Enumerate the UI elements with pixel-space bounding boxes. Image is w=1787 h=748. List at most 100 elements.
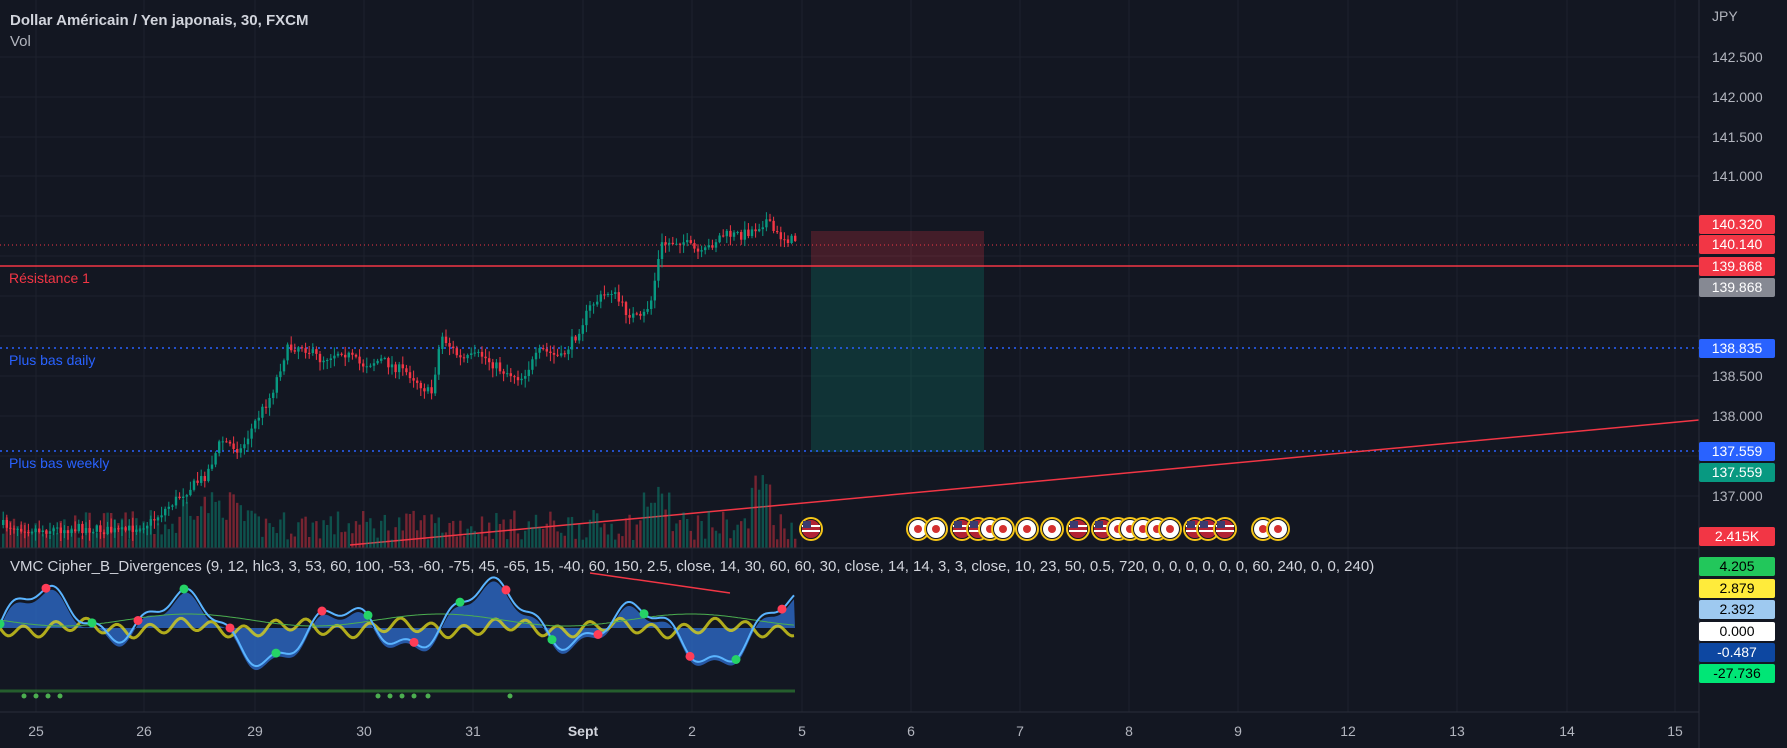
time-tick: 25: [28, 723, 44, 739]
divergence-line: [589, 572, 731, 594]
candle-body: [236, 448, 239, 453]
japan-flag-icon[interactable]: [991, 517, 1015, 541]
volume-bar: [243, 521, 246, 548]
volume-bar: [2, 533, 5, 548]
volume-bar: [758, 489, 761, 548]
flag-stripe: [1094, 530, 1112, 532]
volume-bar: [48, 535, 52, 548]
economic-events[interactable]: [799, 517, 1290, 541]
candle-body: [138, 529, 142, 531]
candle-body: [239, 448, 242, 453]
crosshair-price-badge[interactable]: 139.868: [1699, 278, 1775, 297]
candle-body: [736, 232, 739, 234]
candle-body: [506, 373, 509, 375]
oscillator-value-badge[interactable]: 2.392: [1699, 600, 1775, 619]
candle-body: [642, 311, 646, 316]
volume-bar: [617, 533, 620, 548]
weekly-low-price-badge[interactable]: 137.559: [1699, 442, 1775, 461]
volume-bar: [185, 501, 188, 548]
candle-body: [272, 392, 275, 399]
candle-body: [617, 292, 620, 302]
candle-body: [59, 527, 62, 534]
volume-bar: [509, 519, 512, 548]
japan-flag-icon[interactable]: [906, 517, 930, 541]
chart-legend[interactable]: Dollar Américain / Yen japonais, 30, FXC…: [10, 10, 308, 52]
candle-body: [678, 243, 682, 245]
trend-line[interactable]: [349, 419, 1700, 546]
volume-bar: [779, 514, 782, 548]
price-axis-currency[interactable]: JPY: [1712, 8, 1738, 24]
candle-body: [232, 443, 235, 449]
volume-bar: [250, 510, 253, 548]
candle-body: [365, 366, 368, 368]
japan-flag-icon[interactable]: [1015, 517, 1039, 541]
volume-bar: [354, 521, 358, 548]
candle-body: [214, 453, 217, 465]
volume-bar: [315, 521, 318, 548]
buy-signal-dot: [57, 693, 63, 699]
candle-body: [387, 358, 390, 368]
candle-body: [268, 398, 271, 408]
volume-bar: [210, 492, 214, 548]
volume-bar: [300, 518, 304, 548]
candle-body: [567, 349, 570, 355]
us-flag-icon[interactable]: [1213, 517, 1237, 541]
oscillator-value-badge[interactable]: 0.000: [1699, 622, 1775, 641]
last-price-badge[interactable]: 140.320: [1699, 215, 1775, 234]
japan-flag-icon[interactable]: [1158, 517, 1182, 541]
us-flag-icon[interactable]: [1196, 517, 1220, 541]
volume-bar: [707, 510, 710, 548]
candle-body: [74, 529, 77, 532]
japan-flag-icon[interactable]: [1266, 517, 1290, 541]
resistance-price-badge[interactable]: 139.868: [1699, 257, 1775, 276]
us-flag-icon[interactable]: [1066, 517, 1090, 541]
candle-body: [556, 354, 559, 356]
volume-bar: [30, 531, 34, 548]
volume-bar: [628, 514, 631, 548]
candle-body: [722, 235, 725, 237]
candle-body: [578, 333, 581, 341]
volume-bar: [257, 516, 260, 548]
candle-body: [110, 526, 113, 533]
candle-body: [120, 527, 124, 530]
volume-legend-label[interactable]: Vol: [10, 33, 31, 50]
time-tick: 2: [688, 723, 696, 739]
current-price-badge[interactable]: 140.140: [1699, 235, 1775, 254]
volume-bar: [657, 486, 660, 548]
candle-body: [192, 480, 196, 490]
oscillator-value-badge[interactable]: -0.487: [1699, 643, 1775, 662]
volume-value-badge[interactable]: 2.415K: [1699, 527, 1775, 546]
volume-bar: [261, 536, 264, 548]
japan-flag-icon[interactable]: [1040, 517, 1064, 541]
candle-body: [38, 528, 41, 533]
japan-flag-icon[interactable]: [924, 517, 948, 541]
volume-bar: [743, 518, 746, 548]
short-position-target-zone[interactable]: [811, 267, 984, 452]
volume-bar: [653, 502, 656, 548]
candle-body: [135, 529, 138, 532]
symbol-title[interactable]: Dollar Américain / Yen japonais, 30, FXC…: [10, 12, 309, 29]
cross-dot: [179, 584, 189, 594]
flag-sun: [932, 525, 940, 533]
volume-bar: [56, 533, 59, 548]
volume-bar: [480, 516, 484, 548]
candle-body: [747, 229, 750, 237]
target-price-badge[interactable]: 137.559: [1699, 463, 1775, 482]
short-position-stop-zone[interactable]: [811, 231, 984, 267]
oscillator-title[interactable]: VMC Cipher_B_Divergences (9, 12, hlc3, 3…: [10, 558, 1375, 575]
volume-bar: [423, 515, 426, 548]
candle-body: [286, 344, 289, 361]
volume-bar: [351, 533, 354, 548]
oscillator-value-badge[interactable]: 2.879: [1699, 579, 1775, 598]
daily-low-price-badge[interactable]: 138.835: [1699, 339, 1775, 358]
time-tick: 29: [247, 723, 263, 739]
time-tick: 14: [1559, 723, 1575, 739]
us-flag-icon[interactable]: [799, 517, 823, 541]
oscillator-value-badge[interactable]: 4.205: [1699, 557, 1775, 576]
volume-bar: [693, 539, 696, 548]
candle-body: [12, 528, 16, 530]
candle-body: [516, 377, 520, 381]
badge-value: 138.835: [1711, 340, 1763, 356]
oscillator-value-badge[interactable]: -27.736: [1699, 664, 1775, 683]
